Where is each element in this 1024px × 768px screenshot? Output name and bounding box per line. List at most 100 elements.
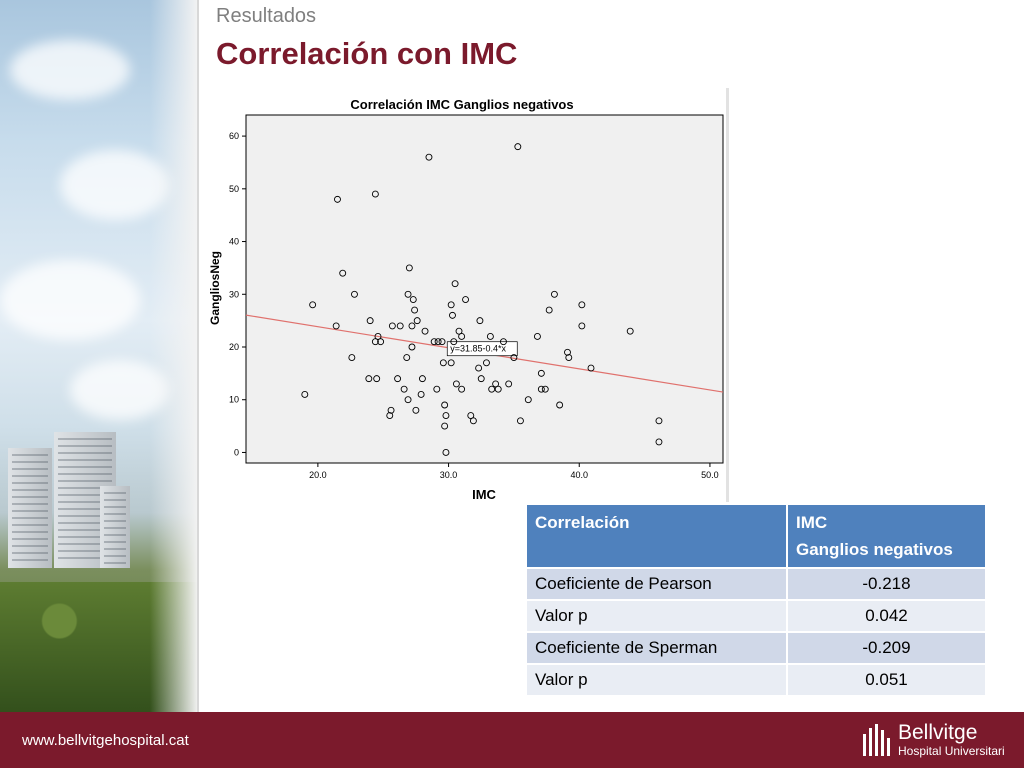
scatter-point [374, 333, 382, 340]
photo-fade [150, 0, 198, 712]
scatter-point [404, 290, 412, 298]
row-value: 0.051 [788, 665, 985, 695]
correlation-table: Correlación IMC Ganglios negativos Coefi… [527, 503, 985, 697]
scatter-point [516, 417, 524, 425]
scatter-point [483, 359, 490, 367]
logo-subtitle: Hospital Universitari [898, 744, 1005, 758]
y-tick-label: 10 [229, 395, 239, 405]
scatter-point [505, 380, 513, 388]
y-tick-label: 50 [229, 184, 239, 194]
scatter-point [377, 338, 385, 346]
row-label: Valor p [527, 665, 788, 695]
logo-name: Bellvitge [898, 721, 978, 744]
scatter-point [366, 317, 374, 325]
scatter-point [477, 375, 485, 383]
scatter-point [564, 348, 571, 356]
scatter-point [524, 396, 532, 404]
x-tick-label: 20.0 [309, 470, 327, 480]
scatter-point [655, 438, 663, 446]
table-row: Coeficiente de Pearson -0.218 [527, 569, 985, 599]
table-row: Valor p 0.051 [527, 665, 985, 695]
header-imc: IMC Ganglios negativos [788, 505, 985, 567]
plot-area [245, 114, 724, 464]
footer-url[interactable]: www.bellvitgehospital.cat [22, 732, 189, 749]
scatter-point [537, 369, 545, 377]
fit-label-box [446, 341, 518, 357]
scatter-point [394, 375, 402, 383]
scatter-point [578, 322, 586, 330]
scatter-point [469, 417, 477, 425]
scatter-point [447, 359, 455, 367]
divider [197, 0, 199, 712]
bellvitge-logo-icon [863, 724, 890, 756]
scatter-point [417, 391, 425, 398]
scatter-point [412, 406, 420, 414]
chart-title: Correlación IMC Ganglios negativos [350, 97, 573, 112]
scatter-point [488, 385, 496, 393]
scatter-point [514, 143, 522, 151]
scatter-point [447, 301, 455, 309]
scatter-point [421, 327, 429, 335]
scatter-point [587, 364, 595, 372]
scatter-point [334, 195, 341, 203]
scatter-point [451, 280, 459, 288]
row-label: Coeficiente de Sperman [527, 633, 788, 663]
header-imc-line1: IMC [796, 513, 828, 532]
x-axis-label: IMC [472, 487, 496, 502]
scatter-point [434, 338, 442, 346]
scatter-point [486, 333, 494, 340]
row-value: 0.042 [788, 601, 985, 631]
y-axis-label: GangliosNeg [208, 251, 222, 325]
x-tick-label: 30.0 [440, 470, 458, 480]
row-label: Valor p [527, 601, 788, 631]
scatter-point [309, 301, 317, 309]
scatter-point [449, 311, 456, 319]
scatter-point [425, 153, 433, 161]
scatter-point [626, 327, 634, 335]
x-tick-label: 50.0 [701, 470, 719, 480]
scatter-point [388, 322, 396, 330]
scatter-point [655, 417, 663, 425]
scatter-point [433, 385, 441, 393]
scatter-point [492, 380, 500, 388]
scatter-point [430, 338, 438, 346]
scatter-point [408, 343, 416, 351]
scatter-point [387, 406, 395, 414]
scatter-point [371, 190, 379, 198]
scatter-point [541, 385, 549, 393]
scatter-point [442, 449, 450, 456]
scatter-point [400, 385, 408, 393]
scatter-chart-panel: Correlación IMC Ganglios negativos 0 10 20… [203, 88, 729, 502]
scatter-point [467, 412, 475, 419]
footer-bar: www.bellvitgehospital.cat Bellvitge Hosp… [0, 712, 1024, 768]
y-tick-label: 40 [229, 237, 239, 247]
scatter-point [351, 290, 358, 298]
scatter-point [441, 422, 449, 430]
x-tick-label: 40.0 [570, 470, 588, 480]
scatter-point [411, 306, 419, 314]
scatter-point [403, 354, 411, 361]
scatter-point [458, 333, 466, 340]
row-value: -0.218 [788, 569, 985, 599]
scatter-point [339, 269, 347, 277]
scatter-point [301, 391, 309, 398]
row-label: Coeficiente de Pearson [527, 569, 788, 599]
y-tick-label: 20 [229, 342, 239, 352]
scatter-point [578, 301, 586, 309]
header-imc-line2: Ganglios negativos [796, 540, 953, 559]
scatter-point [550, 290, 558, 298]
scatter-point [348, 354, 356, 361]
table-row: Valor p 0.042 [527, 601, 985, 631]
scatter-point [452, 380, 460, 388]
scatter-point [556, 401, 564, 409]
slide-title: Correlación con IMC [216, 36, 518, 71]
scatter-point [439, 359, 447, 367]
scatter-point [476, 317, 484, 325]
scatter-point [499, 338, 507, 346]
scatter-point [533, 333, 541, 340]
scatter-point [455, 327, 463, 335]
scatter-chart: Correlación IMC Ganglios negativos 0 10 20… [208, 97, 724, 502]
scatter-point [462, 296, 470, 303]
scatter-point [404, 396, 412, 404]
scatter-point [332, 322, 340, 330]
